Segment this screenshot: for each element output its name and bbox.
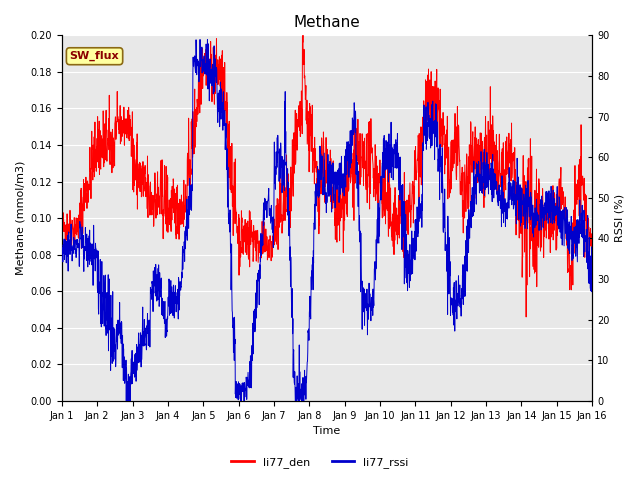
Text: SW_flux: SW_flux bbox=[70, 51, 119, 61]
Y-axis label: RSSI (%): RSSI (%) bbox=[615, 194, 625, 242]
X-axis label: Time: Time bbox=[314, 426, 340, 436]
Title: Methane: Methane bbox=[294, 15, 360, 30]
Y-axis label: Methane (mmol/m3): Methane (mmol/m3) bbox=[15, 161, 25, 276]
Legend: li77_den, li77_rssi: li77_den, li77_rssi bbox=[227, 452, 413, 472]
